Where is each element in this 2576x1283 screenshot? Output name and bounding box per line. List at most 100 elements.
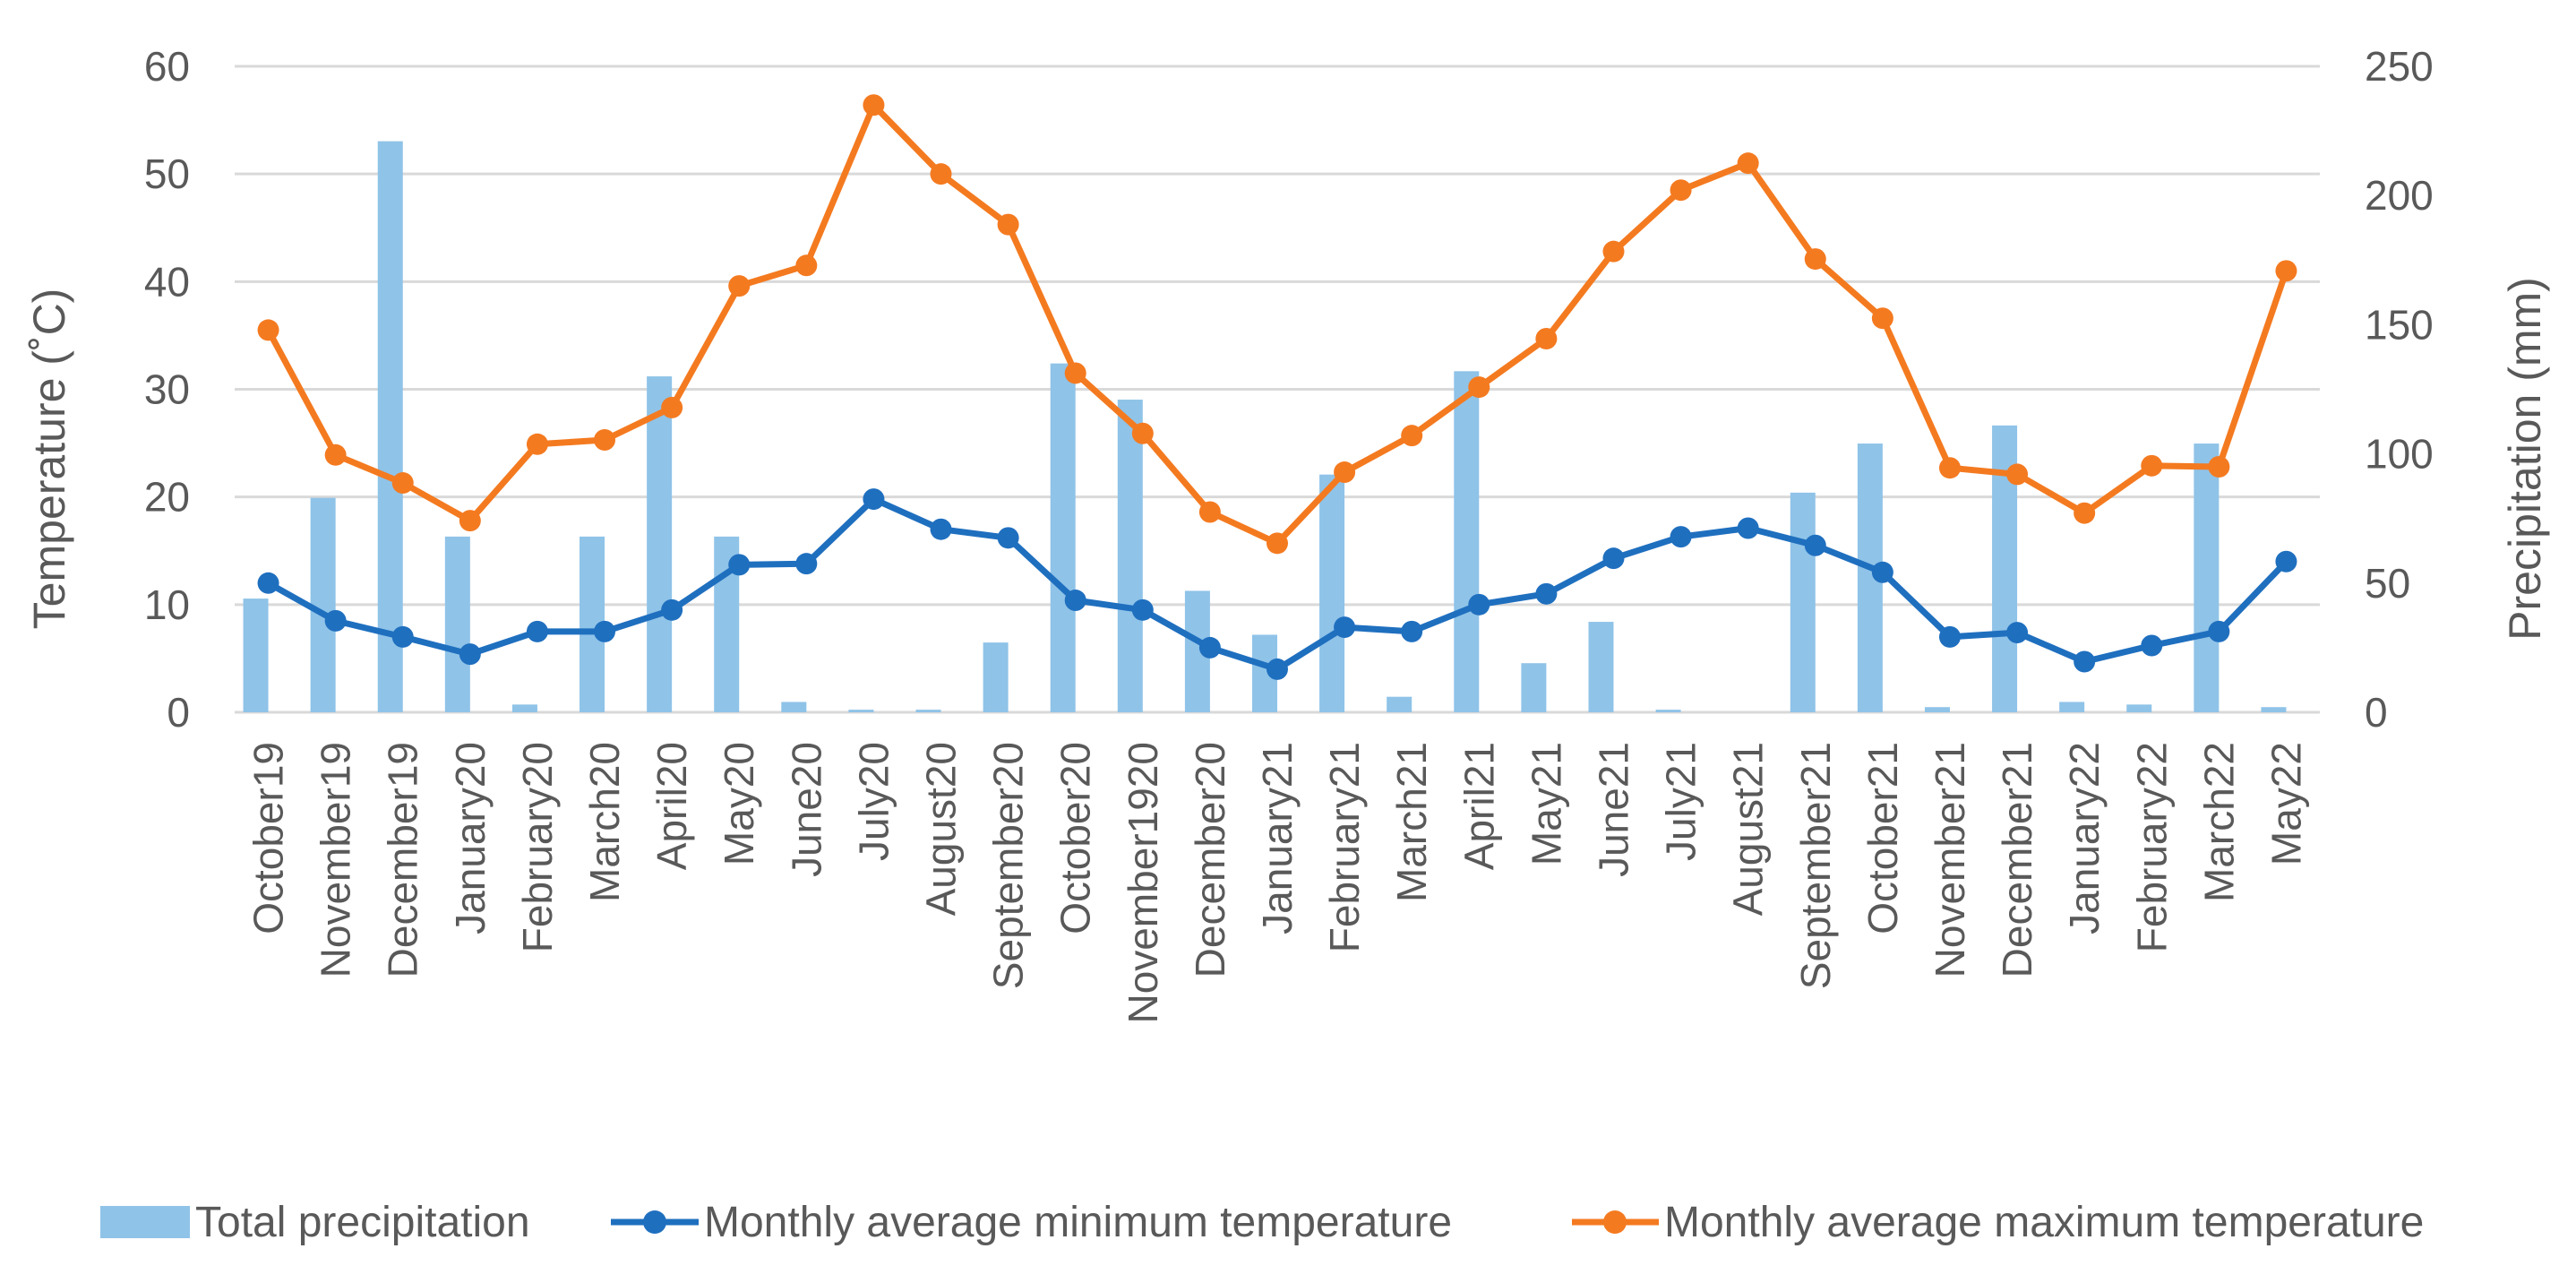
point-max [1334,461,1356,484]
point-min [1670,526,1692,548]
legend-label-min-temperature: Monthly average minimum temperature [704,1199,1452,1246]
point-min [1804,534,1826,556]
precipitation-bar [2059,702,2085,712]
x-tick-label: September21 [1792,742,1839,989]
point-min [1871,561,1893,583]
series-max-temperature [257,94,2297,555]
right-tick-label: 0 [2365,689,2388,736]
point-min [1267,658,1288,680]
x-tick-label: May21 [1523,742,1569,865]
x-tick-label: September20 [985,742,1032,989]
x-tick-label: October21 [1859,742,1906,934]
x-tick-label: February20 [514,742,561,952]
point-max [324,443,347,466]
precipitation-bar [444,536,470,712]
precipitation-bar [2261,707,2287,712]
x-tick-label: June20 [783,742,829,877]
point-min [1535,582,1558,605]
point-min [391,625,414,648]
point-max [930,163,952,185]
precipitation-bars [243,141,2287,713]
x-tick-label: December21 [1994,742,2040,977]
legend-swatch-precipitation [100,1206,190,1238]
left-axis-ticks: 0 10 20 30 40 50 60 [144,43,190,736]
x-tick-label: May22 [2263,742,2309,865]
precipitation-bar [647,376,673,712]
point-min [1737,517,1759,539]
precipitation-bar [1588,622,1614,712]
left-tick-label: 0 [167,689,190,736]
left-tick-label: 40 [144,258,190,305]
point-max [2275,260,2297,282]
precipitation-bar [243,598,269,712]
point-max [1535,328,1558,350]
series-min-temperature [257,488,2297,680]
x-tick-label: November19 [313,742,359,977]
precipitation-bar [1790,492,1816,712]
point-max [257,319,279,341]
precipitation-bar [1655,710,1681,712]
x-tick-label: April20 [648,742,695,870]
point-min [997,527,1019,549]
x-tick-label: August20 [918,742,965,916]
point-max [1602,240,1625,263]
legend: Total precipitation Monthly average minim… [100,1199,2424,1246]
x-tick-label: July20 [850,742,897,861]
legend-swatch-min-marker [643,1210,666,1234]
point-min [1468,593,1490,616]
point-max [1267,532,1288,555]
point-max [997,213,1019,236]
legend-swatch-max-marker [1603,1210,1627,1234]
right-axis-ticks: 0 50 100 150 200 250 [2365,43,2434,736]
x-tick-label: January21 [1254,742,1301,934]
point-min [1198,636,1221,659]
precipitation-bar [1387,696,1413,712]
left-tick-label: 30 [144,366,190,413]
point-min [1334,616,1356,639]
point-max [1468,376,1490,399]
point-min [661,598,683,621]
x-tick-label: February21 [1321,742,1368,952]
point-max [2141,454,2163,477]
point-min [257,572,279,594]
left-tick-label: 60 [144,43,190,90]
right-tick-label: 200 [2365,172,2434,219]
point-min [728,554,751,576]
point-min [1602,547,1625,570]
point-max [1670,179,1692,202]
precipitation-bar [310,497,336,712]
precipitation-bar [2194,443,2220,712]
point-max [1737,152,1759,175]
point-max [459,510,481,532]
point-max [1871,307,1893,330]
precipitation-bar [1050,363,1076,712]
x-tick-label: August21 [1725,742,1772,916]
precipitation-bar [781,702,807,712]
point-min [2275,550,2297,573]
x-tick-label: November1920 [1120,742,1166,1024]
x-tick-label: July21 [1658,742,1704,861]
x-tick-label: October20 [1052,742,1099,934]
point-min [1401,620,1423,642]
x-tick-label: December20 [1187,742,1233,977]
precipitation-bar [377,141,403,713]
left-axis-title: Temperature (˚C) [24,288,74,630]
point-min [2074,650,2096,673]
x-tick-label: December19 [380,742,426,977]
series-line-max [265,101,2289,547]
point-min [1938,625,1961,648]
point-min [2006,622,2029,644]
point-max [1938,457,1961,479]
point-min [459,643,481,666]
point-max [661,396,683,418]
point-max [391,472,414,495]
right-tick-label: 250 [2365,43,2434,90]
point-min [795,553,818,575]
left-tick-label: 10 [144,581,190,628]
x-tick-label: October19 [245,742,292,934]
point-max [2006,463,2029,486]
x-tick-label: February22 [2128,742,2175,952]
point-max [594,428,616,451]
legend-label-max-temperature: Monthly average maximum temperature [1664,1199,2424,1246]
